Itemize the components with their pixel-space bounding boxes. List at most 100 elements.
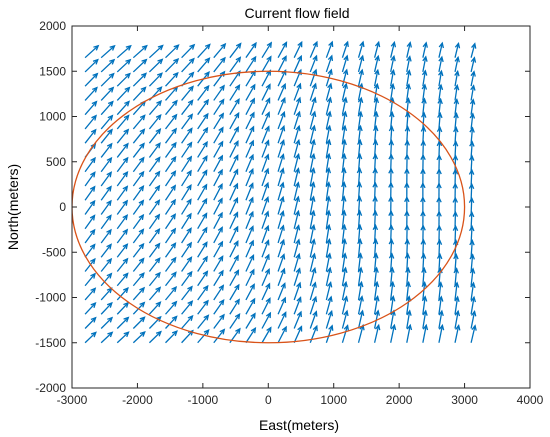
flow-arrow [468, 154, 475, 172]
flow-arrow [261, 326, 272, 344]
flow-arrow [405, 97, 411, 115]
flow-arrow [261, 153, 270, 172]
flow-arrow [389, 82, 396, 101]
flow-arrow [437, 111, 443, 129]
flow-arrow [293, 325, 303, 344]
flow-arrow [245, 312, 256, 329]
flow-arrow [197, 241, 208, 258]
flow-arrow [341, 54, 349, 73]
flow-arrow [181, 241, 193, 258]
flow-arrow [116, 142, 129, 158]
flow-arrow [309, 310, 318, 329]
y-tick-label: -1500 [35, 336, 66, 350]
flow-arrow [341, 96, 348, 115]
flow-arrow [453, 126, 459, 144]
flow-arrow [229, 240, 239, 258]
flow-arrow [116, 114, 130, 130]
flow-arrow [277, 325, 287, 344]
flow-arrow [357, 295, 364, 315]
flow-arrow [197, 197, 208, 215]
y-tick-label: 2000 [39, 19, 66, 33]
flow-arrow [341, 40, 349, 58]
flow-arrow [181, 99, 194, 116]
flow-arrow [325, 281, 333, 301]
flow-arrow [277, 267, 286, 286]
y-tick-label: -2000 [35, 381, 66, 395]
flow-arrow [132, 142, 145, 158]
flow-arrow [245, 326, 257, 344]
flow-arrow [181, 127, 193, 144]
flow-arrow [84, 86, 98, 101]
x-tick-label: 3000 [451, 393, 478, 407]
flow-arrow [261, 97, 271, 115]
flow-arrow [181, 169, 192, 187]
flow-arrow [148, 301, 162, 315]
flow-arrow [406, 323, 413, 343]
flow-arrow [245, 83, 256, 101]
flow-arrow [213, 84, 225, 101]
flow-arrow [116, 214, 129, 230]
flow-arrow [470, 281, 476, 301]
flow-arrow [132, 316, 146, 329]
flow-arrow [309, 295, 318, 315]
flow-arrow [245, 167, 254, 187]
flow-arrow [132, 86, 147, 101]
flow-arrow [309, 110, 317, 130]
flow-arrow [325, 152, 332, 172]
flow-arrow [197, 212, 208, 230]
flow-arrow [164, 155, 177, 173]
flow-arrow [116, 316, 130, 329]
flow-arrow [213, 226, 223, 244]
flow-arrow [325, 82, 333, 101]
flow-arrow [341, 309, 349, 329]
flow-arrow [148, 170, 161, 187]
flow-arrow [116, 128, 130, 144]
flow-arrow [470, 42, 477, 58]
flow-arrow [148, 127, 162, 144]
flow-arrow [293, 238, 301, 258]
flow-arrow [229, 283, 240, 301]
flow-arrow [261, 83, 271, 101]
flow-arrow [277, 68, 287, 87]
flow-arrow [452, 140, 459, 158]
flow-arrow [100, 58, 116, 73]
flow-arrow [148, 99, 163, 116]
flow-arrow [309, 238, 316, 258]
flow-arrow [325, 124, 332, 144]
flow-arrow [293, 224, 301, 244]
x-tick-label: -2000 [122, 393, 153, 407]
flow-arrow [132, 128, 146, 144]
flow-arrow [181, 198, 192, 215]
flow-arrow [277, 195, 285, 215]
flow-arrow [164, 141, 177, 158]
flow-arrow [181, 155, 193, 173]
flow-arrow [181, 183, 192, 201]
flow-arrow [197, 299, 209, 315]
flow-arrow [277, 210, 285, 229]
flow-arrow [420, 111, 427, 129]
flow-arrow [148, 113, 162, 130]
flow-arrow [261, 297, 271, 315]
flow-arrow [325, 266, 332, 286]
flow-arrow [181, 256, 193, 272]
flow-arrow [100, 100, 114, 116]
flow-arrow [132, 286, 146, 301]
flow-arrow [277, 167, 285, 187]
flow-arrow [197, 255, 208, 272]
flow-arrow [277, 253, 286, 272]
flow-arrow [470, 70, 476, 87]
flow-arrow [261, 196, 270, 215]
flow-arrow [245, 254, 255, 272]
flow-arrow [245, 225, 254, 244]
flow-arrow [309, 195, 316, 215]
flow-arrow [164, 256, 177, 272]
flow-arrow [197, 226, 208, 244]
flow-arrow [164, 227, 177, 244]
flow-arrow [469, 253, 475, 272]
flow-arrow [213, 140, 224, 158]
flow-arrow [293, 310, 302, 329]
flow-arrow [213, 126, 224, 144]
flow-arrow [390, 323, 397, 343]
flow-arrow [213, 255, 224, 272]
flow-arrow [373, 54, 380, 73]
